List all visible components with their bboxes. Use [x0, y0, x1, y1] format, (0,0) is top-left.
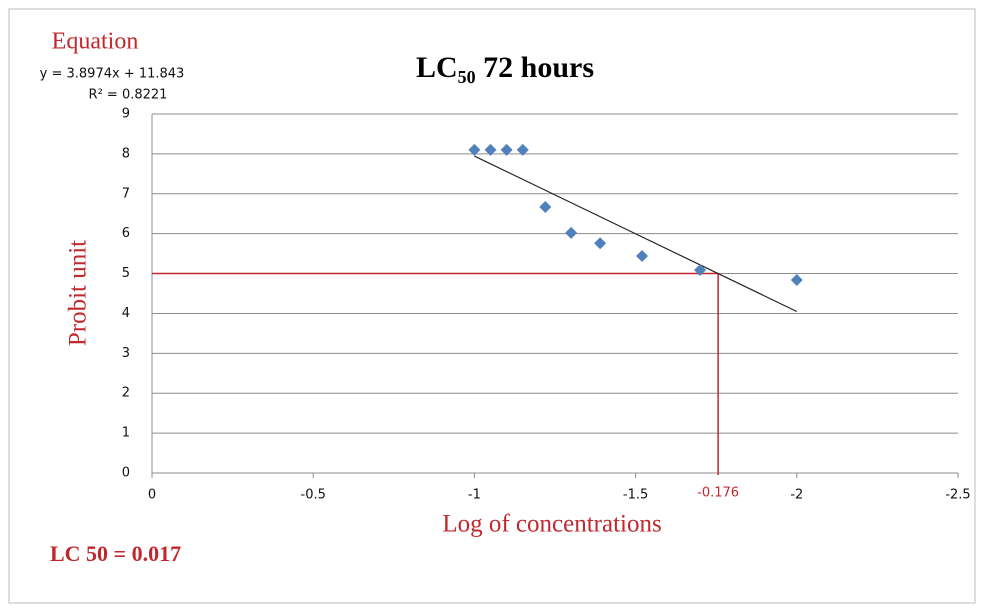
x-tick-label: 0: [148, 488, 156, 503]
x-tick-label: -2.5: [945, 488, 970, 503]
r-squared: R² = 0.8221: [89, 88, 168, 103]
data-point: [516, 143, 529, 156]
equation-heading: Equation: [52, 29, 139, 55]
data-point: [468, 143, 481, 156]
y-tick-label: 8: [122, 146, 130, 161]
y-tick-label: 5: [122, 266, 130, 281]
y-tick-label: 9: [122, 107, 130, 122]
x-tick-label: -0.5: [301, 488, 326, 503]
y-tick-label: 0: [122, 466, 130, 481]
y-tick-label: 7: [122, 186, 130, 201]
x-tick-label: -2: [790, 488, 803, 503]
y-tick-label: 1: [122, 426, 130, 441]
data-point: [594, 237, 607, 250]
y-tick-label: 2: [122, 386, 130, 401]
x-axis-title: Log of concentrations: [442, 511, 661, 538]
data-point: [636, 250, 649, 263]
trendline: [474, 155, 798, 313]
data-point: [500, 143, 513, 156]
reference-x-label: -0.176: [697, 486, 739, 501]
y-tick-label: 3: [122, 346, 130, 361]
data-point: [790, 273, 803, 286]
x-tick-label: -1: [468, 488, 481, 503]
y-tick-label: 6: [122, 226, 130, 241]
y-axis-title: Probit unit: [65, 240, 92, 346]
data-point: [484, 143, 497, 156]
data-point: [565, 226, 578, 239]
chart-title: LC₅₀ 72 hours: [416, 51, 594, 84]
y-tick-label: 4: [122, 306, 130, 321]
chart-frame: [8, 8, 976, 604]
x-tick-label: -1.5: [623, 488, 648, 503]
result: LC 50 = 0.017: [50, 541, 181, 566]
data-point: [694, 263, 707, 276]
equation: y = 3.8974x + 11.843: [40, 67, 185, 82]
data-point: [539, 200, 552, 213]
